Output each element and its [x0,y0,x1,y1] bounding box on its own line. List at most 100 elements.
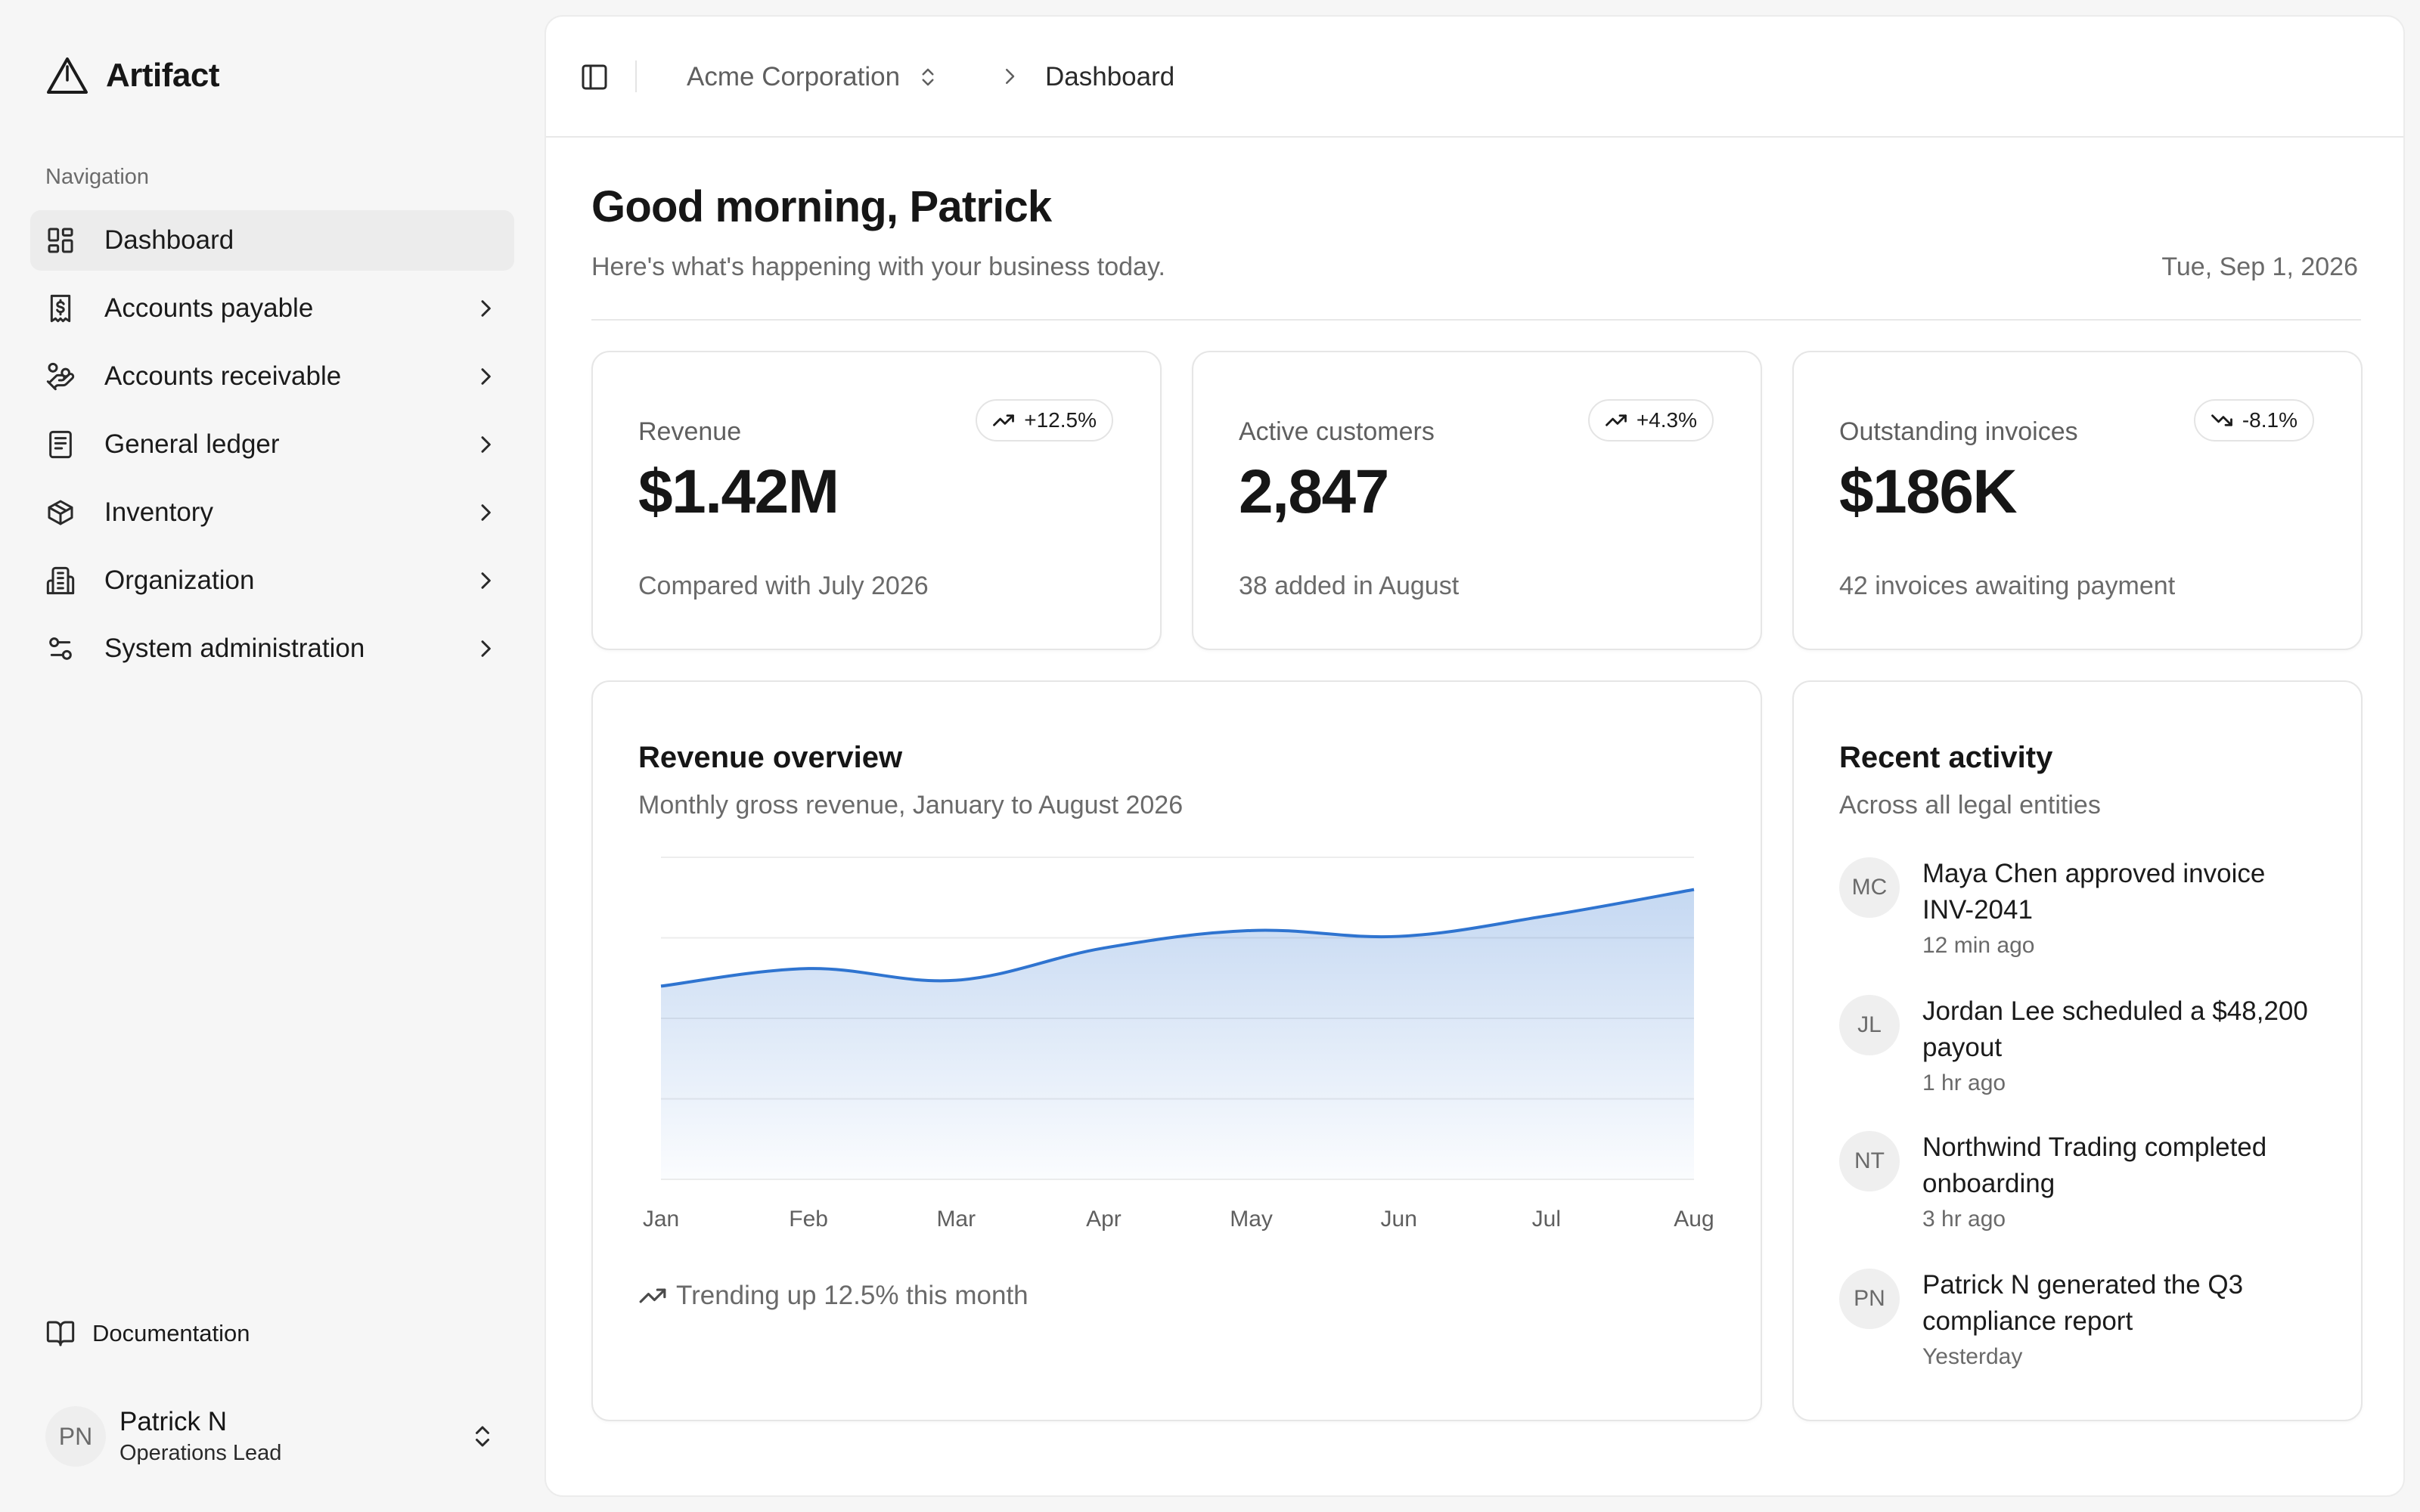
user-name: Patrick N [119,1407,227,1436]
header-divider [591,319,2361,321]
hand-coins-icon [45,361,76,392]
kpi-label: Active customers [1239,417,1435,446]
chart-line [660,888,1695,988]
card-subtitle: Across all legal entities [1839,791,2101,820]
activity-item[interactable]: MC Maya Chen approved invoice INV-2041 1… [1839,856,2323,962]
chevron-right-icon [473,432,498,457]
x-axis-tick-label: Jan [643,1207,679,1232]
activity-item[interactable]: PN Patrick N generated the Q3 compliance… [1839,1267,2323,1373]
kpi-footnote: 42 invoices awaiting payment [1839,572,2176,600]
page-title: Good morning, Patrick [591,182,1052,231]
ledger-book-icon [45,429,76,460]
avatar: PN [1839,1269,1900,1329]
sidebar-item-label: Accounts receivable [104,361,342,391]
trend-value: +4.3% [1636,408,1697,432]
chevron-right-icon [473,364,498,389]
kpi-value: $1.42M [638,457,839,526]
trend-value: +12.5% [1024,408,1097,432]
trend-value: -8.1% [2242,408,2297,432]
kpi-value: 2,847 [1239,457,1389,526]
activity-item[interactable]: NT Northwind Trading completed onboardin… [1839,1129,2323,1235]
sidebar-item-label: Inventory [104,497,213,527]
brand-name: Artifact [106,57,220,94]
card-title: Recent activity [1839,741,2053,774]
x-axis-tick-label: Mar [936,1207,976,1232]
trending-up-icon [638,1281,667,1310]
kpi-label: Revenue [638,417,742,446]
nav-group-label: Navigation [45,165,150,189]
trending-up-icon [1605,409,1627,432]
trending-down-icon [2211,409,2233,432]
revenue-area-chart: Jan Feb Mar Apr May Jun Jul Aug [643,857,1714,1232]
package-icon [45,497,76,528]
topbar: Acme Corporation Dashboard [546,17,2403,138]
breadcrumb-current: Dashboard [1045,62,1175,91]
chevron-right-icon [473,637,498,661]
sidebar: Artifact Navigation Dashboard Accounts p… [0,0,544,1512]
activity-text: Northwind Trading completed onboarding [1922,1132,2267,1198]
sidebar-item-label: Accounts payable [104,293,314,323]
avatar: JL [1839,995,1900,1055]
activity-item[interactable]: JL Jordan Lee scheduled a $48,200 payout… [1839,993,2323,1099]
recent-activity-card: Recent activity Across all legal entitie… [1792,680,2363,1421]
sidebar-item-label: General ledger [104,429,280,459]
activity-text: Maya Chen approved invoice INV-2041 [1922,859,2266,925]
breadcrumb-separator-icon [998,65,1021,88]
documentation-label: Documentation [92,1320,250,1346]
trend-badge: +4.3% [1587,399,1714,442]
main-panel: Acme Corporation Dashboard Good morning,… [544,15,2405,1497]
dashboard-icon [45,225,76,256]
sidebar-item-organization[interactable]: Organization [30,550,514,611]
sidebar-item-inventory[interactable]: Inventory [30,482,514,543]
invoice-dollar-icon [45,293,76,324]
organization-switcher[interactable]: Acme Corporation [687,56,939,98]
sliders-icon [45,634,76,664]
triangle-logo-icon [45,56,89,95]
brand[interactable]: Artifact [45,53,220,98]
user-role: Operations Lead [119,1441,282,1465]
trend-badge: -8.1% [2193,399,2314,442]
card-title: Revenue overview [638,741,903,774]
sidebar-item-dashboard[interactable]: Dashboard [30,210,514,271]
sidebar-item-label: Dashboard [104,225,234,255]
building-icon [45,565,76,596]
trend-badge: +12.5% [976,399,1113,442]
kpi-value: $186K [1839,457,2018,526]
page-subtitle: Here's what's happening with your busine… [591,253,1165,281]
x-axis-tick-label: Feb [789,1207,828,1232]
activity-text: Jordan Lee scheduled a $48,200 payout [1922,996,2308,1062]
sidebar-item-label: System administration [104,634,365,663]
book-open-icon [45,1318,76,1349]
activity-text: Patrick N generated the Q3 compliance re… [1922,1270,2244,1336]
x-axis-tick-label: Jul [1532,1207,1561,1232]
sidebar-item-accounts-receivable[interactable]: Accounts receivable [30,346,514,407]
x-axis-tick-label: Jun [1381,1207,1417,1232]
sidebar-item-accounts-payable[interactable]: Accounts payable [30,278,514,339]
kpi-card-active-customers: Active customers +4.3% 2,847 38 added in… [1192,351,1762,650]
kpi-card-revenue: Revenue +12.5% $1.42M Compared with July… [591,351,1162,650]
avatar: NT [1839,1131,1900,1191]
kpi-label: Outstanding invoices [1839,417,2078,446]
kpi-card-outstanding-invoices: Outstanding invoices -8.1% $186K 42 invo… [1792,351,2363,650]
chevron-right-icon [473,500,498,525]
activity-time: 3 hr ago [1922,1207,2006,1232]
user-info: Patrick N Operations Lead [119,1405,469,1467]
activity-time: Yesterday [1922,1344,2023,1369]
activity-time: 1 hr ago [1922,1070,2006,1095]
sidebar-toggle-icon[interactable] [579,62,610,92]
documentation-link[interactable]: Documentation [45,1317,250,1350]
trend-note-text: Trending up 12.5% this month [676,1281,1028,1310]
activity-time: 12 min ago [1922,933,2035,958]
user-menu[interactable]: PN Patrick N Operations Lead [45,1403,499,1470]
x-axis-tick-label: Apr [1086,1207,1122,1232]
avatar: MC [1839,857,1900,918]
chevron-right-icon [473,296,498,321]
organization-name: Acme Corporation [687,62,901,91]
sidebar-item-system-administration[interactable]: System administration [30,618,514,679]
sidebar-item-general-ledger[interactable]: General ledger [30,414,514,475]
chevrons-up-down-icon [469,1423,496,1450]
sidebar-nav: Dashboard Accounts payable [30,210,514,686]
card-subtitle: Monthly gross revenue, January to August… [638,791,1184,820]
chevron-right-icon [473,569,498,593]
topbar-divider [635,60,637,92]
